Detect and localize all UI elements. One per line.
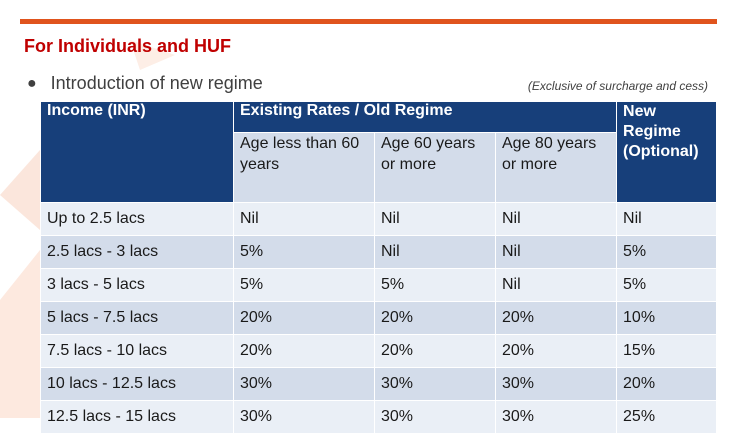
subheader-age-below-60: Age less than 60 years: [233, 132, 375, 203]
section-title: For Individuals and HUF: [24, 36, 232, 56]
rate-cell: 10%: [616, 301, 718, 335]
income-slab-cell: 2.5 lacs - 3 lacs: [40, 235, 234, 269]
header-rule: [20, 19, 717, 24]
bullet-icon: ●: [27, 74, 37, 92]
rate-cell: 30%: [494, 367, 618, 401]
header-existing-regime: Existing Rates / Old Regime: [232, 101, 618, 133]
rate-cell: 20%: [374, 334, 496, 368]
income-slab-cell: 12.5 lacs - 15 lacs: [40, 400, 234, 434]
income-slab-cell: 5 lacs - 7.5 lacs: [40, 301, 234, 335]
rate-cell: 20%: [494, 334, 618, 368]
rate-cell: 5%: [233, 235, 375, 269]
bullet-text: Introduction of new regime: [50, 73, 263, 93]
tax-note: (Exclusive of surcharge and cess): [527, 79, 708, 93]
rate-cell: 30%: [374, 367, 496, 401]
rate-cell: Nil: [233, 202, 375, 236]
income-slab-cell: Up to 2.5 lacs: [40, 202, 234, 236]
rate-cell: 25%: [616, 400, 718, 434]
table-row: 7.5 lacs - 10 lacs 20% 20% 20% 15%: [40, 334, 718, 368]
rate-cell: Nil: [374, 202, 496, 236]
header-income: Income (INR): [40, 101, 234, 203]
bullet-point: ● Introduction of new regime: [27, 73, 263, 94]
table-row: 12.5 lacs - 15 lacs 30% 30% 30% 25%: [40, 400, 718, 434]
income-slab-cell: 7.5 lacs - 10 lacs: [40, 334, 234, 368]
rate-cell: Nil: [494, 235, 618, 269]
rate-cell: 30%: [233, 400, 375, 434]
table-row: 2.5 lacs - 3 lacs 5% Nil Nil 5%: [40, 235, 718, 269]
rate-cell: 5%: [374, 268, 496, 302]
rate-cell: 15%: [616, 334, 718, 368]
table-row: 10 lacs - 12.5 lacs 30% 30% 30% 20%: [40, 367, 718, 401]
rate-cell: Nil: [494, 268, 618, 302]
rate-cell: 20%: [374, 301, 496, 335]
rate-cell: 20%: [494, 301, 618, 335]
subheader-age-80-plus: Age 80 years or more: [494, 132, 618, 203]
rate-cell: 30%: [233, 367, 375, 401]
subheader-age-60-plus: Age 60 years or more: [374, 132, 496, 203]
rate-cell: Nil: [374, 235, 496, 269]
rate-cell: Nil: [616, 202, 718, 236]
rate-cell: 20%: [233, 334, 375, 368]
income-slab-cell: 10 lacs - 12.5 lacs: [40, 367, 234, 401]
rate-cell: 30%: [494, 400, 618, 434]
tax-rates-table: Income (INR) Existing Rates / Old Regime…: [40, 101, 718, 434]
rate-cell: 20%: [616, 367, 718, 401]
rate-cell: 5%: [616, 235, 718, 269]
rate-cell: 5%: [616, 268, 718, 302]
rate-cell: 30%: [374, 400, 496, 434]
income-slab-cell: 3 lacs - 5 lacs: [40, 268, 234, 302]
rate-cell: Nil: [494, 202, 618, 236]
table-row: 3 lacs - 5 lacs 5% 5% Nil 5%: [40, 268, 718, 302]
table-row: 5 lacs - 7.5 lacs 20% 20% 20% 10%: [40, 301, 718, 335]
rate-cell: 5%: [233, 268, 375, 302]
header-new-regime: New Regime (Optional): [616, 101, 718, 203]
rate-cell: 20%: [233, 301, 375, 335]
table-row: Up to 2.5 lacs Nil Nil Nil Nil: [40, 202, 718, 236]
